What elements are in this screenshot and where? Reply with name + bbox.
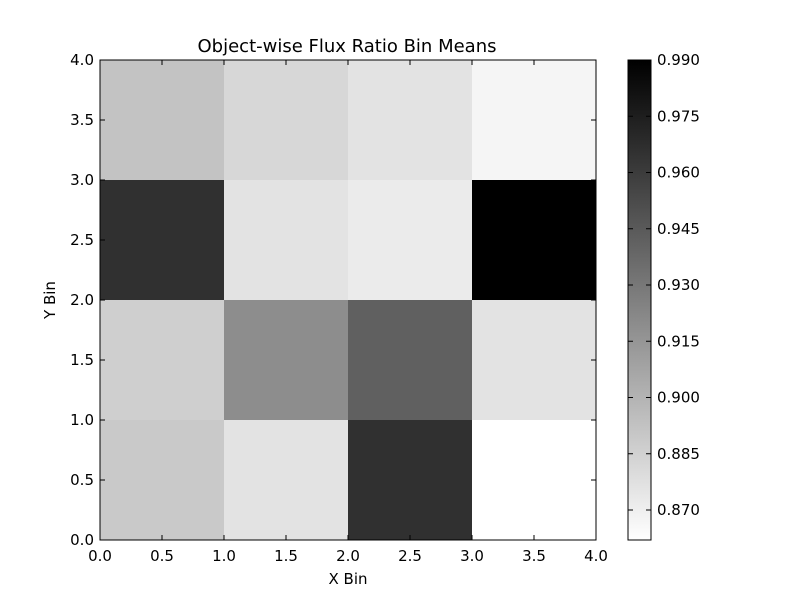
x-tick-label: 1.5 — [274, 547, 298, 565]
heatmap-cell — [472, 300, 596, 420]
colorbar-tick-label: 0.990 — [657, 51, 700, 69]
heatmap-cell — [348, 420, 472, 540]
y-tick-label: 2.5 — [70, 231, 94, 249]
colorbar-tick-label: 0.930 — [657, 276, 700, 294]
heatmap-cell — [348, 60, 472, 180]
colorbar-ticks: 0.870 0.885 0.900 0.915 0.930 0.945 0.960 0.975… — [628, 51, 700, 519]
y-tick-label: 4.0 — [70, 51, 94, 69]
x-tick-label: 4.0 — [584, 547, 608, 565]
colorbar-tick-label: 0.945 — [657, 220, 700, 238]
heatmap-cell — [472, 420, 596, 540]
x-tick-label: 0.5 — [150, 547, 174, 565]
colorbar-tick-label: 0.915 — [657, 332, 700, 350]
y-tick-label: 3.0 — [70, 171, 94, 189]
heatmap-cell — [348, 180, 472, 300]
colorbar-tick-label: 0.975 — [657, 107, 700, 125]
y-tick-label: 1.0 — [70, 411, 94, 429]
y-tick-label: 0.5 — [70, 471, 94, 489]
chart-title: Object-wise Flux Ratio Bin Means — [198, 36, 497, 57]
colorbar-tick-label: 0.960 — [657, 164, 700, 182]
x-tick-label: 0.0 — [88, 547, 112, 565]
colorbar — [627, 59, 652, 541]
x-axis-label: X Bin — [328, 570, 367, 588]
x-tick-label: 3.0 — [460, 547, 484, 565]
heatmap-cell — [224, 60, 348, 180]
colorbar-tick-label: 0.870 — [657, 501, 700, 519]
x-axis-ticks: 0.0 0.5 1.0 1.5 2.0 2.5 3.0 3.5 4.0 — [88, 60, 608, 565]
heatmap-cell — [100, 420, 224, 540]
x-tick-label: 3.5 — [522, 547, 546, 565]
x-tick-label: 1.0 — [212, 547, 236, 565]
colorbar-tick-label: 0.885 — [657, 445, 700, 463]
heatmap-cell — [472, 60, 596, 180]
heatmap-cell — [100, 60, 224, 180]
y-axis-ticks: 0.0 0.5 1.0 1.5 2.0 2.5 3.0 3.5 4.0 — [70, 51, 596, 549]
x-tick-label: 2.5 — [398, 547, 422, 565]
heatmap-cell — [224, 300, 348, 420]
y-tick-label: 0.0 — [70, 531, 94, 549]
colorbar-tick-label: 0.900 — [657, 389, 700, 407]
heatmap-cell — [472, 180, 596, 300]
y-tick-label: 2.0 — [70, 291, 94, 309]
heatmap-cell — [224, 420, 348, 540]
y-axis-label: Y Bin — [41, 281, 59, 320]
y-tick-label: 1.5 — [70, 351, 94, 369]
heatmap-cells — [100, 60, 596, 540]
heatmap-cell — [100, 300, 224, 420]
heatmap-cell — [224, 180, 348, 300]
x-tick-label: 2.0 — [336, 547, 360, 565]
y-tick-label: 3.5 — [70, 111, 94, 129]
heatmap-cell — [348, 300, 472, 420]
heatmap-cell — [100, 180, 224, 300]
